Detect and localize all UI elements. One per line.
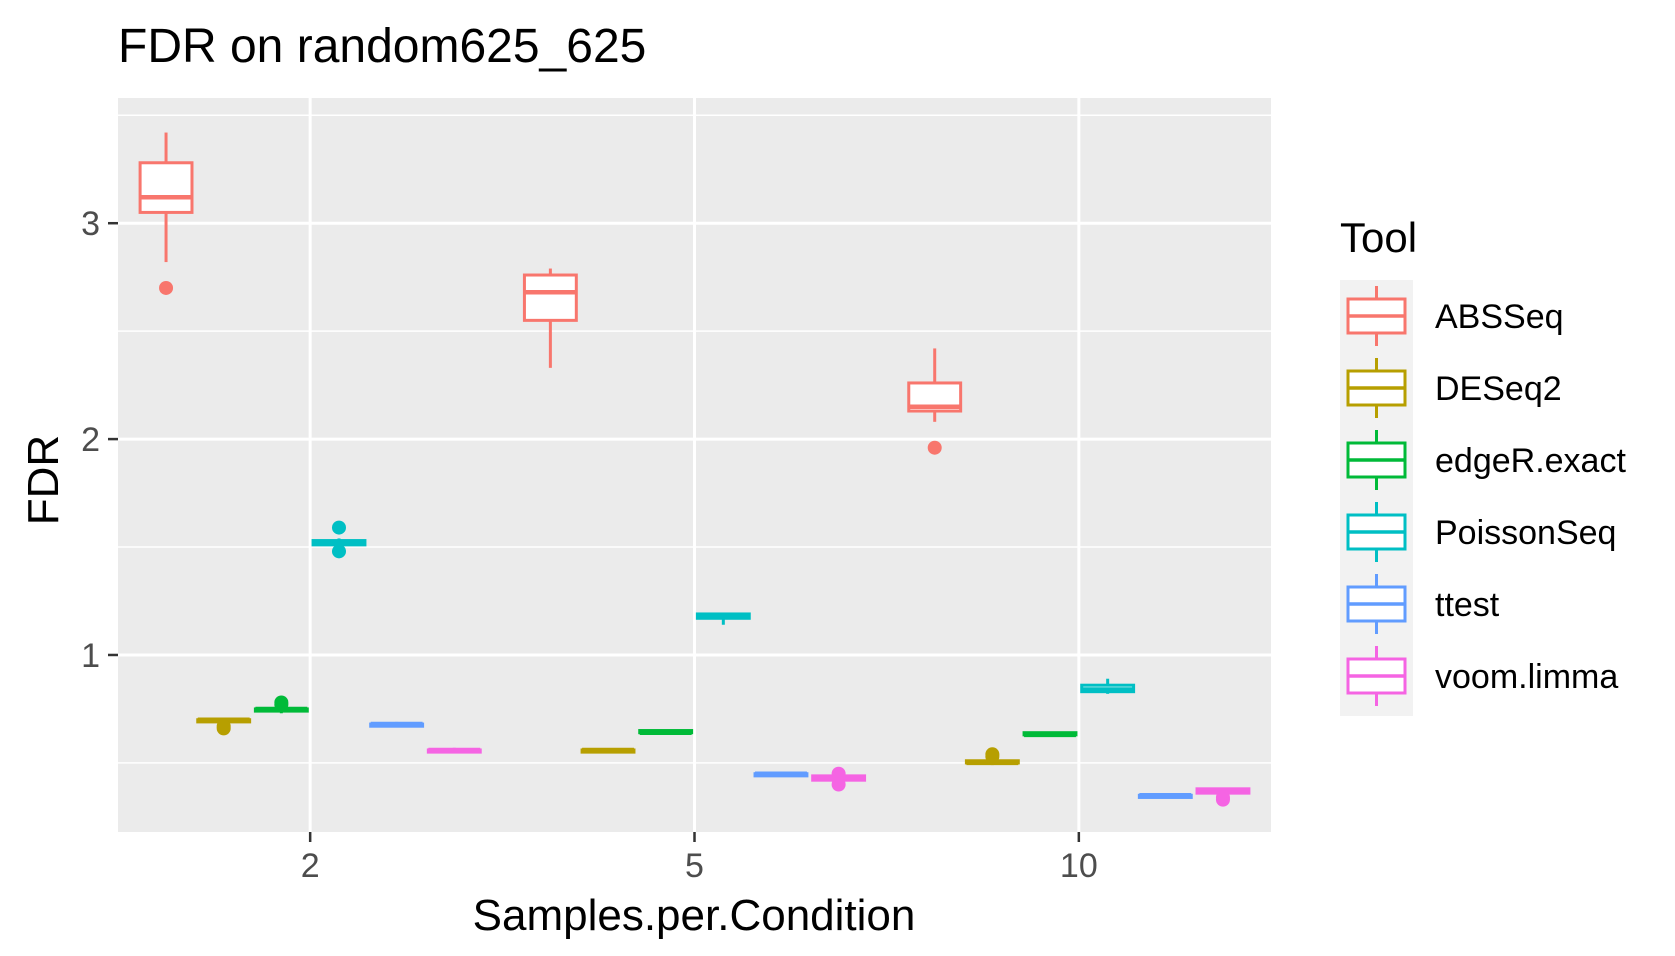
box [253, 695, 309, 714]
box-body [138, 161, 194, 214]
x-axis-label: Samples.per.Condition [473, 891, 916, 940]
box [1080, 678, 1136, 694]
legend-item: ttest [1346, 574, 1500, 634]
box-outlier [159, 280, 174, 295]
series-ABSSeq [138, 132, 963, 455]
box-outlier [927, 440, 942, 455]
legend-item: DESeq2 [1346, 358, 1562, 418]
y-tick-label: 1 [81, 637, 100, 675]
box [369, 721, 425, 728]
box-series [138, 132, 1251, 807]
chart-title: FDR on random625_625 [118, 20, 646, 73]
series-ttest [369, 721, 1193, 799]
legend-items: ABSSeq DESeq2 edgeR.exact PoissonSeq ttest vo… [1346, 286, 1626, 706]
y-axis-label: FDR [19, 435, 68, 525]
box [311, 520, 367, 559]
x-axis: 2 5 10 [301, 832, 1098, 885]
box-outlier [1215, 792, 1230, 807]
box-outlier [331, 520, 346, 535]
legend-label: voom.limma [1435, 658, 1618, 696]
legend-item: PoissonSeq [1346, 502, 1616, 562]
box [138, 132, 194, 295]
legend-label: edgeR.exact [1435, 442, 1626, 480]
legend-key-background [1340, 280, 1413, 716]
box [964, 747, 1020, 766]
y-axis: 1 2 3 [81, 205, 118, 675]
box [196, 717, 252, 736]
box [907, 348, 963, 455]
box [638, 729, 694, 735]
series-edgeR.exact [253, 695, 1078, 738]
x-tick-label: 5 [685, 847, 704, 885]
box [522, 268, 578, 368]
box-outlier [831, 766, 846, 781]
box [1022, 731, 1078, 738]
legend-item: edgeR.exact [1346, 430, 1626, 490]
grid-lines [118, 98, 1271, 832]
legend-item: voom.limma [1346, 646, 1618, 706]
legend-label: ABSSeq [1435, 298, 1564, 336]
legend-label: PoissonSeq [1435, 514, 1616, 552]
box-outlier [831, 777, 846, 792]
series-PoissonSeq [311, 520, 1136, 694]
box [426, 747, 482, 754]
box [1137, 793, 1193, 799]
box-outlier [985, 747, 1000, 762]
y-tick-label: 2 [81, 421, 100, 459]
legend: Tool ABSSeq DESeq2 edgeR.exact PoissonSeq tt… [1340, 214, 1626, 716]
legend-label: ttest [1435, 586, 1500, 624]
series-voom.limma [426, 747, 1251, 807]
box [695, 612, 751, 625]
box [811, 766, 867, 792]
x-tick-label: 10 [1060, 847, 1098, 885]
box-outlier [331, 544, 346, 559]
box-body [522, 273, 578, 322]
box [1195, 787, 1251, 807]
legend-title: Tool [1340, 214, 1417, 261]
box [580, 747, 636, 754]
legend-item: ABSSeq [1346, 286, 1564, 346]
y-tick-label: 3 [81, 205, 100, 243]
box-outlier [216, 719, 231, 734]
x-tick-label: 2 [301, 847, 320, 885]
series-DESeq2 [196, 717, 1020, 766]
legend-label: DESeq2 [1435, 370, 1562, 408]
box [753, 771, 809, 778]
box-outlier [274, 695, 289, 710]
